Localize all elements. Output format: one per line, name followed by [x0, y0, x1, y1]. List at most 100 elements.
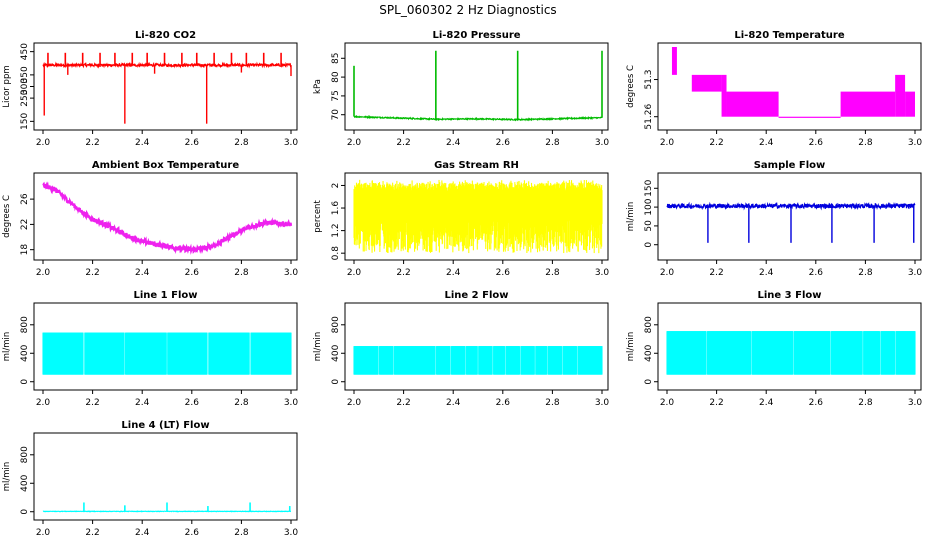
y-tick-label: 450	[20, 43, 30, 60]
x-tick-label: 2.0	[36, 528, 51, 538]
panel-co2: Li-820 CO2 Licor ppm 2.0 2.2 2.4 2.6 2.8 3.0 150…	[2, 30, 298, 148]
y-axis-label: ml/min	[2, 332, 12, 362]
plot-frame	[344, 302, 609, 391]
y-axis-label: kPa	[313, 79, 323, 94]
x-tick-label: 2.4	[135, 138, 150, 148]
x-tick-label: 2.4	[759, 268, 774, 278]
x-tick-label: 2.2	[396, 398, 410, 408]
x-tick-label: 2.4	[759, 398, 774, 408]
y-axis-label: ml/min	[626, 332, 636, 362]
x-tick-label: 2.8	[545, 138, 560, 148]
x-tick-label: 2.6	[185, 138, 200, 148]
data-layer	[666, 331, 916, 375]
series-line	[42, 61, 292, 69]
panel-sample_flow: Sample Flow ml/min 2.0 2.2 2.4 2.6 2.8 3.0 0 50 10…	[626, 160, 922, 278]
x-tick-label: 2.6	[185, 268, 200, 278]
x-tick-label: 3.0	[284, 528, 299, 538]
x-tick-label: 2.8	[858, 398, 873, 408]
y-tick-label: 80	[331, 71, 341, 83]
panel-title: Li-820 Temperature	[734, 30, 844, 41]
panel-line3: Line 3 Flow ml/min 2.0 2.2 2.4 2.6 2.8 3.0 0 400 8…	[626, 290, 922, 408]
data-layer	[42, 502, 291, 513]
y-tick-label: 400	[644, 344, 654, 361]
y-tick-label: 800	[20, 316, 30, 333]
y-tick-label: 0	[331, 379, 341, 385]
y-axis-label: ml/min	[313, 332, 323, 362]
x-tick-label: 2.4	[446, 268, 461, 278]
panel-line2: Line 2 Flow ml/min 2.0 2.2 2.4 2.6 2.8 3.0 0 400 8…	[313, 290, 609, 408]
x-tick-label: 3.0	[284, 398, 299, 408]
x-tick-label: 2.2	[709, 138, 723, 148]
plot-frame	[33, 432, 298, 521]
y-axis-label: ml/min	[2, 462, 12, 492]
data-layer	[353, 179, 603, 254]
x-tick-label: 2.2	[85, 268, 99, 278]
y-tick-label: 400	[20, 344, 30, 361]
x-tick-label: 2.6	[809, 268, 824, 278]
y-tick-label: 250	[20, 89, 30, 106]
y-tick-label: 1.2	[331, 223, 341, 237]
y-axis-label: ml/min	[626, 202, 636, 232]
y-tick-label: 400	[20, 474, 30, 491]
step-band	[895, 74, 906, 117]
x-tick-label: 2.2	[396, 268, 410, 278]
chart-panels: Li-820 CO2 Licor ppm 2.0 2.2 2.4 2.6 2.8 3.0 150…	[2, 30, 922, 538]
y-tick-label: 400	[331, 344, 341, 361]
x-tick-label: 2.4	[759, 138, 774, 148]
step-band	[778, 116, 841, 118]
y-tick-label: 800	[331, 316, 341, 333]
y-tick-label: 350	[20, 66, 30, 83]
panel-title: Line 2 Flow	[445, 290, 509, 301]
x-tick-label: 2.6	[496, 398, 511, 408]
step-band	[905, 91, 915, 117]
x-tick-label: 2.0	[660, 268, 675, 278]
data-layer	[353, 50, 603, 122]
x-tick-label: 3.0	[908, 138, 923, 148]
x-tick-label: 2.0	[347, 138, 362, 148]
panel-rh: Gas Stream RH percent 2.0 2.2 2.4 2.6 2.8 3.0 0.…	[313, 160, 609, 278]
y-tick-label: 0	[644, 379, 654, 385]
data-layer	[666, 201, 916, 243]
y-tick-label: 50	[644, 220, 654, 232]
x-tick-label: 3.0	[284, 138, 299, 148]
x-tick-label: 2.2	[85, 528, 99, 538]
x-tick-label: 2.4	[135, 398, 150, 408]
y-tick-label: 150	[20, 112, 30, 129]
y-tick-label: 0	[20, 379, 30, 385]
x-tick-label: 2.8	[234, 398, 249, 408]
panel-title: Gas Stream RH	[434, 160, 519, 171]
data-layer	[42, 52, 292, 124]
x-tick-label: 2.4	[135, 268, 150, 278]
x-tick-label: 2.6	[809, 138, 824, 148]
plot-frame	[657, 42, 922, 131]
series-line	[353, 114, 603, 122]
x-tick-label: 2.2	[85, 398, 99, 408]
plot-frame	[657, 302, 922, 391]
y-tick-label: 800	[644, 316, 654, 333]
panel-title: Li-820 CO2	[135, 30, 196, 41]
plot-frame	[344, 42, 609, 131]
x-tick-label: 3.0	[595, 268, 610, 278]
y-tick-label: 75	[331, 90, 341, 101]
y-tick-label: 0	[20, 509, 30, 515]
x-tick-label: 2.4	[135, 528, 150, 538]
x-tick-label: 3.0	[595, 138, 610, 148]
x-tick-label: 2.0	[36, 398, 51, 408]
x-tick-label: 2.8	[545, 398, 560, 408]
y-tick-label: 51.3	[644, 70, 654, 90]
x-tick-label: 2.4	[446, 398, 461, 408]
step-band	[691, 74, 722, 92]
plot-frame	[33, 302, 298, 391]
data-layer	[671, 47, 915, 118]
x-tick-label: 2.2	[709, 268, 723, 278]
x-tick-label: 2.8	[545, 268, 560, 278]
x-tick-label: 2.8	[234, 138, 249, 148]
x-tick-label: 2.4	[446, 138, 461, 148]
panel-pressure: Li-820 Pressure kPa 2.0 2.2 2.4 2.6 2.8 3.0 70 75…	[313, 30, 609, 148]
panel-title: Line 1 Flow	[134, 290, 198, 301]
panel-title: Sample Flow	[754, 160, 826, 171]
y-tick-label: 800	[20, 446, 30, 463]
panel-title: Ambient Box Temperature	[92, 160, 239, 171]
plot-frame	[33, 172, 298, 261]
y-tick-label: 300	[20, 78, 30, 95]
